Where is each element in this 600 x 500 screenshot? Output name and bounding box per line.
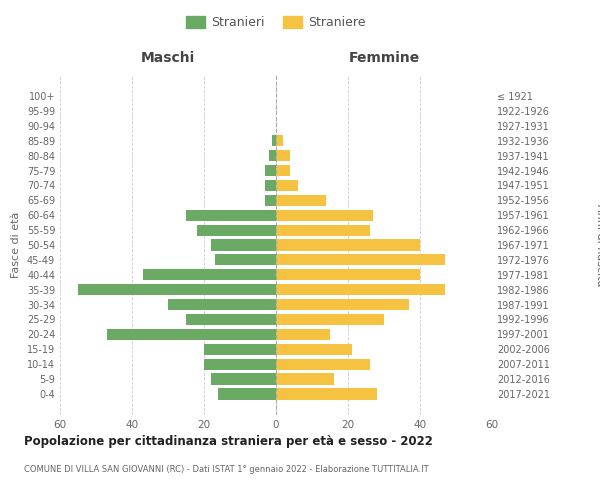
- Bar: [269, 150, 276, 161]
- Bar: [218, 388, 276, 400]
- Bar: [211, 240, 276, 250]
- Bar: [211, 374, 276, 384]
- Y-axis label: Anni di nascita: Anni di nascita: [595, 204, 600, 286]
- Bar: [197, 224, 276, 235]
- Bar: [204, 358, 276, 370]
- Bar: [215, 254, 276, 266]
- Bar: [276, 194, 326, 206]
- Bar: [276, 329, 330, 340]
- Text: COMUNE DI VILLA SAN GIOVANNI (RC) - Dati ISTAT 1° gennaio 2022 - Elaborazione TU: COMUNE DI VILLA SAN GIOVANNI (RC) - Dati…: [24, 465, 428, 474]
- Bar: [143, 269, 276, 280]
- Bar: [272, 135, 276, 146]
- Bar: [265, 194, 276, 206]
- Bar: [276, 358, 370, 370]
- Bar: [276, 135, 283, 146]
- Bar: [276, 240, 420, 250]
- Bar: [168, 299, 276, 310]
- Bar: [276, 388, 377, 400]
- Bar: [276, 180, 298, 191]
- Bar: [276, 254, 445, 266]
- Bar: [78, 284, 276, 296]
- Bar: [276, 150, 290, 161]
- Bar: [265, 180, 276, 191]
- Bar: [204, 344, 276, 355]
- Bar: [265, 165, 276, 176]
- Bar: [186, 210, 276, 221]
- Text: Maschi: Maschi: [141, 51, 195, 65]
- Bar: [276, 314, 384, 325]
- Bar: [107, 329, 276, 340]
- Bar: [276, 224, 370, 235]
- Bar: [276, 165, 290, 176]
- Bar: [276, 299, 409, 310]
- Bar: [276, 284, 445, 296]
- Y-axis label: Fasce di età: Fasce di età: [11, 212, 21, 278]
- Text: Femmine: Femmine: [349, 51, 419, 65]
- Bar: [276, 344, 352, 355]
- Legend: Stranieri, Straniere: Stranieri, Straniere: [181, 11, 371, 34]
- Bar: [276, 210, 373, 221]
- Text: Popolazione per cittadinanza straniera per età e sesso - 2022: Popolazione per cittadinanza straniera p…: [24, 435, 433, 448]
- Bar: [186, 314, 276, 325]
- Bar: [276, 374, 334, 384]
- Bar: [276, 269, 420, 280]
